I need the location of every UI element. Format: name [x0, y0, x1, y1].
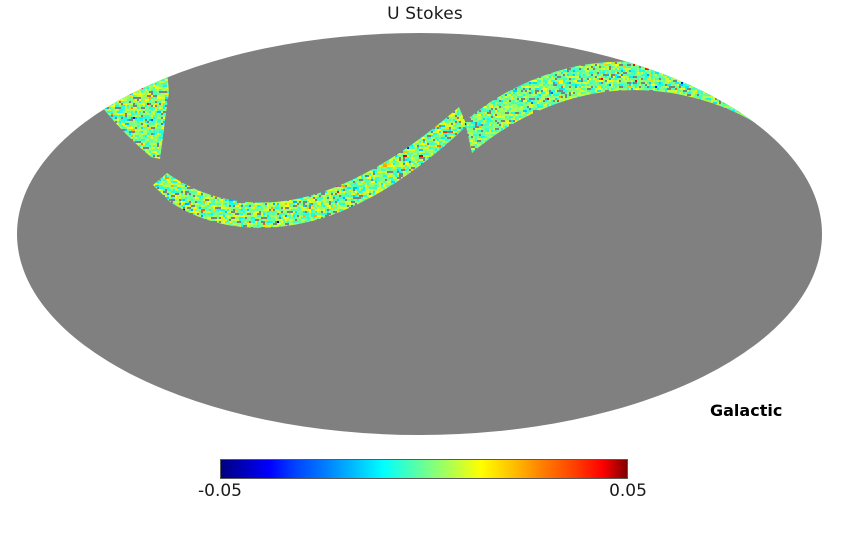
colorbar[interactable]: -0.05 0.05 — [198, 459, 647, 504]
colorbar-max-tick-label: 0.05 — [609, 481, 647, 501]
sky-map-svg — [17, 33, 822, 435]
colorbar-min-tick-label: -0.05 — [198, 481, 242, 501]
page-title: U Stokes — [387, 4, 463, 24]
coordinate-system-label: Galactic — [710, 401, 783, 420]
sky-map-mollweide[interactable] — [17, 33, 822, 435]
colorbar-gradient[interactable] — [220, 459, 628, 479]
sky-unobserved-region — [17, 33, 822, 435]
